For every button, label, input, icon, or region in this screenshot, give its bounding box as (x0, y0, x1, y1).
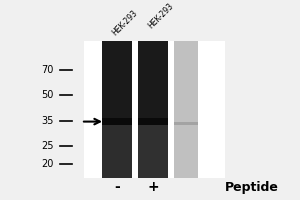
Text: HEK-293: HEK-293 (110, 9, 139, 38)
Bar (174, 122, 198, 125)
Bar (132, 41, 138, 178)
Bar (138, 125, 168, 178)
Bar (138, 41, 168, 178)
Text: 50: 50 (42, 90, 54, 100)
FancyBboxPatch shape (84, 41, 225, 178)
Text: Peptide: Peptide (225, 181, 279, 194)
Text: 70: 70 (42, 65, 54, 75)
Text: 35: 35 (42, 116, 54, 126)
Bar (102, 125, 132, 178)
Bar (102, 118, 132, 125)
Bar (174, 41, 198, 178)
Text: +: + (147, 180, 159, 194)
Text: -: - (114, 180, 120, 194)
Text: 25: 25 (41, 141, 54, 151)
Text: HEK-293: HEK-293 (146, 2, 175, 31)
Bar (138, 118, 168, 125)
Bar (102, 41, 132, 178)
Text: 20: 20 (42, 159, 54, 169)
